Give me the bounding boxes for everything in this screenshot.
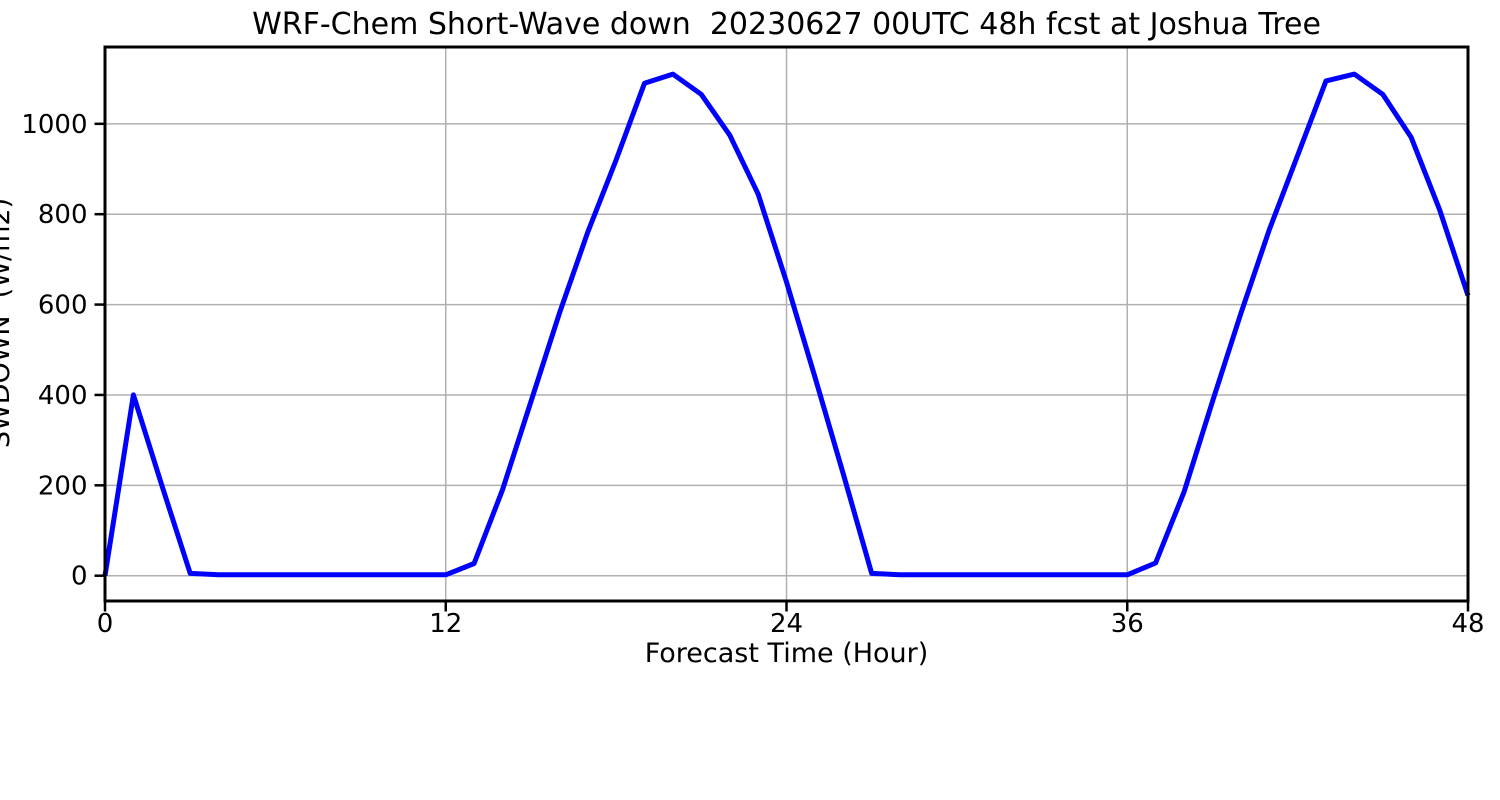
x-axis-label: Forecast Time (Hour) (644, 638, 929, 669)
y-tick-label: 200 (38, 471, 88, 501)
y-axis-label: SWDOWN (W/m2) (0, 197, 16, 449)
y-tick-label: 0 (71, 562, 88, 592)
axes-frame (103, 45, 1470, 603)
x-tick-label: 12 (429, 609, 462, 639)
data-line-swdown (102, 71, 1471, 578)
x-tick-label: 48 (1451, 609, 1484, 639)
x-tick-label: 0 (97, 609, 114, 639)
y-tick-label: 600 (38, 291, 88, 321)
x-tick-label: 36 (1111, 609, 1144, 639)
x-tick-label: 24 (770, 609, 803, 639)
y-tick-label: 1000 (21, 110, 87, 140)
y-tick-label: 400 (38, 381, 88, 411)
chart-title: WRF-Chem Short-Wave down 20230627 00UTC … (252, 7, 1321, 42)
y-tick-label: 800 (38, 200, 88, 230)
